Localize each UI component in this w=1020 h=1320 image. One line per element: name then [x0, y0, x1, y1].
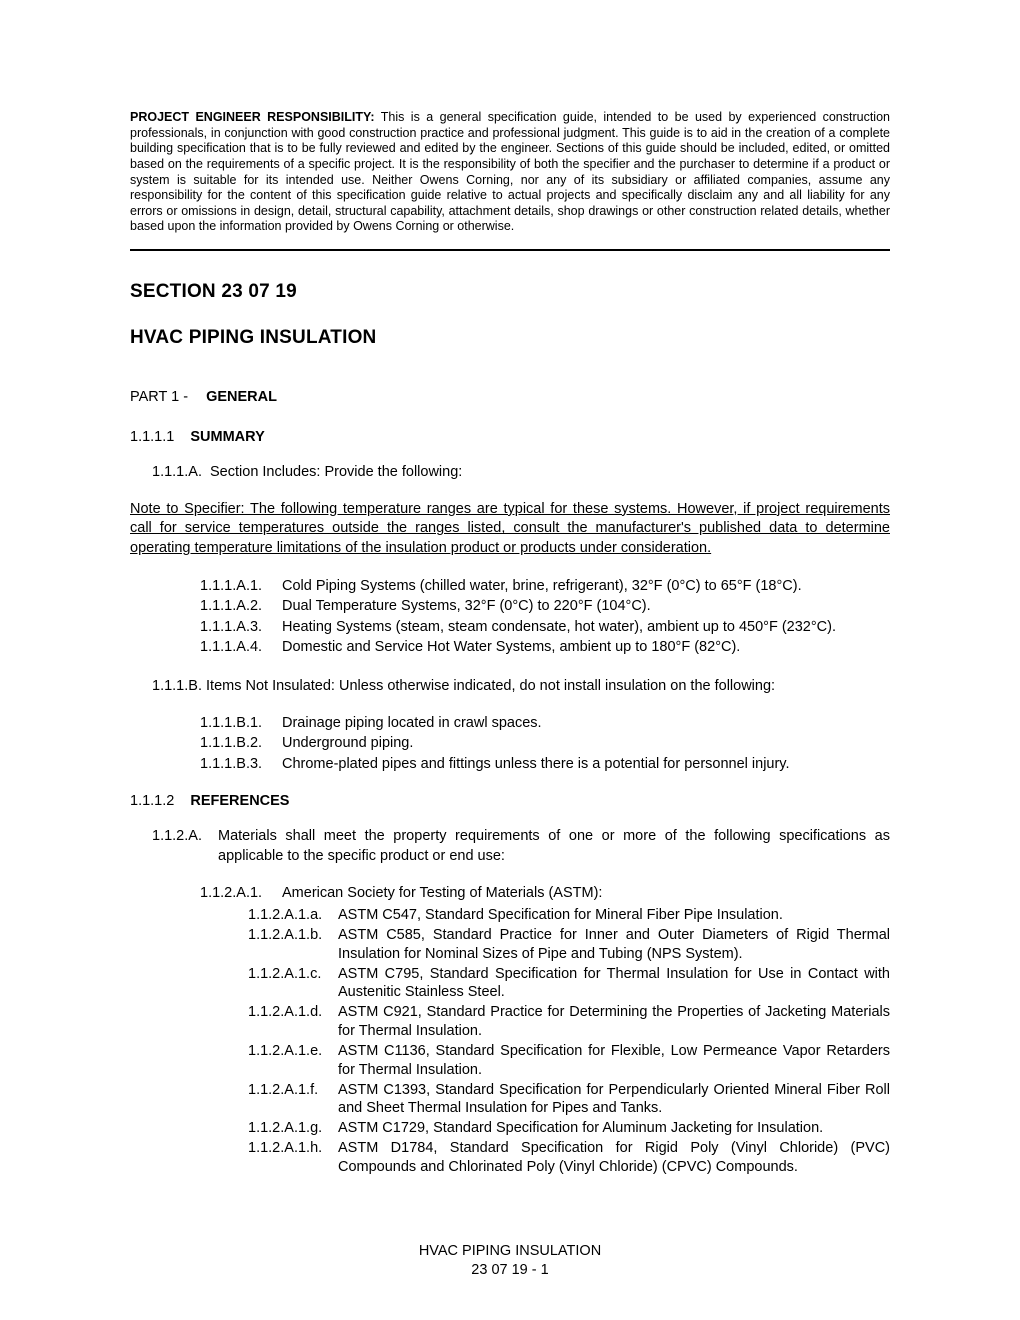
references-a-label: 1.1.2.A. [152, 827, 218, 866]
list-item: 1.1.2.A.1.c. ASTM C795, Standard Specifi… [248, 965, 890, 1003]
summary-b-list: 1.1.1.B.1. Drainage piping located in cr… [200, 714, 890, 775]
list-item: 1.1.2.A.1.a. ASTM C547, Standard Specifi… [248, 906, 890, 925]
summary-b: 1.1.1.B. Items Not Insulated: Unless oth… [152, 677, 890, 696]
item-text: Drainage piping located in crawl spaces. [282, 714, 890, 734]
spacer [130, 775, 890, 793]
item-text: Dual Temperature Systems, 32°F (0°C) to … [282, 597, 890, 617]
item-number: 1.1.2.A.1.h. [248, 1139, 338, 1177]
item-number: 1.1.2.A.1.f. [248, 1081, 338, 1119]
page: PROJECT ENGINEER RESPONSIBILITY: This is… [0, 0, 1020, 1320]
item-number: 1.1.2.A.1. [200, 884, 282, 904]
summary-name: SUMMARY [190, 429, 264, 445]
item-text: ASTM D1784, Standard Specification for R… [338, 1139, 890, 1177]
spacer [130, 659, 890, 677]
references-number: 1.1.1.2 [130, 793, 174, 809]
list-item: 1.1.1.B.2. Underground piping. [200, 734, 890, 754]
list-item: 1.1.2.A.1.g. ASTM C1729, Standard Specif… [248, 1119, 890, 1138]
references-a-text: Materials shall meet the property requir… [218, 827, 890, 866]
summary-heading: 1.1.1.1 SUMMARY [130, 429, 890, 445]
horizontal-rule [130, 249, 890, 251]
item-number: 1.1.1.A.4. [200, 638, 282, 658]
summary-b-text: Items Not Insulated: Unless otherwise in… [206, 678, 775, 694]
references-name: REFERENCES [190, 793, 289, 809]
list-item: 1.1.1.A.3. Heating Systems (steam, steam… [200, 618, 890, 638]
item-number: 1.1.1.B.2. [200, 734, 282, 754]
disclaimer-paragraph: PROJECT ENGINEER RESPONSIBILITY: This is… [130, 110, 890, 235]
item-number: 1.1.1.B.1. [200, 714, 282, 734]
item-text: Chrome-plated pipes and fittings unless … [282, 755, 890, 775]
part-heading: PART 1 - GENERAL [130, 389, 890, 405]
footer-title: HVAC PIPING INSULATION [0, 1242, 1020, 1261]
item-text: ASTM C1393, Standard Specification for P… [338, 1081, 890, 1119]
list-item: 1.1.2.A.1.h. ASTM D1784, Standard Specif… [248, 1139, 890, 1177]
list-item: 1.1.1.B.3. Chrome-plated pipes and fitti… [200, 755, 890, 775]
item-text: ASTM C585, Standard Practice for Inner a… [338, 926, 890, 964]
specifier-note: Note to Specifier: The following tempera… [130, 500, 890, 559]
item-text: Underground piping. [282, 734, 890, 754]
list-item: 1.1.2.A.1.e. ASTM C1136, Standard Specif… [248, 1042, 890, 1080]
list-item: 1.1.1.B.1. Drainage piping located in cr… [200, 714, 890, 734]
summary-b-label: 1.1.1.B. [152, 678, 202, 694]
item-number: 1.1.1.A.1. [200, 577, 282, 597]
item-number: 1.1.2.A.1.b. [248, 926, 338, 964]
list-item: 1.1.2.A.1.b. ASTM C585, Standard Practic… [248, 926, 890, 964]
summary-a-text: Section Includes: Provide the following: [210, 464, 462, 480]
item-text: Domestic and Service Hot Water Systems, … [282, 638, 890, 658]
item-text: Heating Systems (steam, steam condensate… [282, 618, 890, 638]
document-title: HVAC PIPING INSULATION [130, 327, 890, 349]
page-footer: HVAC PIPING INSULATION 23 07 19 - 1 [0, 1242, 1020, 1280]
item-text: ASTM C1136, Standard Specification for F… [338, 1042, 890, 1080]
disclaimer-lead: PROJECT ENGINEER RESPONSIBILITY: [130, 110, 375, 124]
list-item: 1.1.1.A.2. Dual Temperature Systems, 32°… [200, 597, 890, 617]
references-a1: 1.1.2.A.1. American Society for Testing … [200, 884, 890, 904]
item-number: 1.1.2.A.1.d. [248, 1003, 338, 1041]
references-heading: 1.1.1.2 REFERENCES [130, 793, 890, 809]
item-text: Cold Piping Systems (chilled water, brin… [282, 577, 890, 597]
item-number: 1.1.1.A.3. [200, 618, 282, 638]
references-a: 1.1.2.A. Materials shall meet the proper… [152, 827, 890, 866]
summary-a: 1.1.1.A. Section Includes: Provide the f… [152, 463, 890, 482]
list-item: 1.1.1.A.4. Domestic and Service Hot Wate… [200, 638, 890, 658]
item-number: 1.1.2.A.1.g. [248, 1119, 338, 1138]
item-number: 1.1.2.A.1.a. [248, 906, 338, 925]
summary-a-list: 1.1.1.A.1. Cold Piping Systems (chilled … [200, 577, 890, 658]
item-number: 1.1.2.A.1.e. [248, 1042, 338, 1080]
list-item: 1.1.1.A.1. Cold Piping Systems (chilled … [200, 577, 890, 597]
disclaimer-body: This is a general specification guide, i… [130, 110, 890, 233]
part-label: PART 1 - [130, 389, 188, 405]
item-text: American Society for Testing of Material… [282, 884, 890, 904]
item-text: ASTM C547, Standard Specification for Mi… [338, 906, 890, 925]
summary-a-label: 1.1.1.A. [152, 464, 202, 480]
list-item: 1.1.2.A.1.d. ASTM C921, Standard Practic… [248, 1003, 890, 1041]
item-number: 1.1.1.B.3. [200, 755, 282, 775]
section-number: SECTION 23 07 19 [130, 281, 890, 303]
footer-page-number: 23 07 19 - 1 [0, 1261, 1020, 1280]
summary-number: 1.1.1.1 [130, 429, 174, 445]
part-name: GENERAL [206, 389, 277, 405]
item-number: 1.1.1.A.2. [200, 597, 282, 617]
item-text: ASTM C795, Standard Specification for Th… [338, 965, 890, 1003]
item-text: ASTM C1729, Standard Specification for A… [338, 1119, 890, 1138]
item-number: 1.1.2.A.1.c. [248, 965, 338, 1003]
item-text: ASTM C921, Standard Practice for Determi… [338, 1003, 890, 1041]
list-item: 1.1.2.A.1.f. ASTM C1393, Standard Specif… [248, 1081, 890, 1119]
